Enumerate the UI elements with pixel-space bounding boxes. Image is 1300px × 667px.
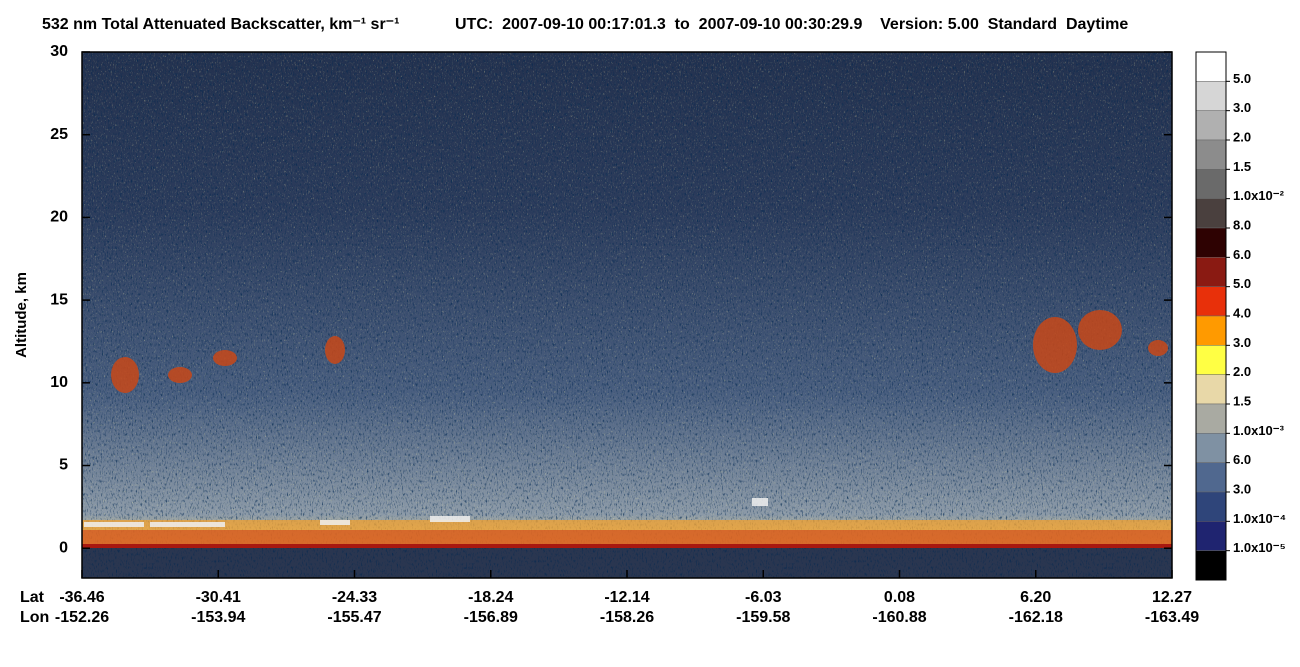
colorbar-swatch: [1195, 198, 1227, 229]
y-tick-label: 0: [59, 539, 68, 556]
colorbar-swatch: [1195, 521, 1227, 551]
colorbar-swatch: [1195, 462, 1227, 493]
colorbar-tick-label: 2.0: [1233, 129, 1251, 144]
colorbar-tick-label: 1.5: [1233, 159, 1251, 174]
x-tick-label-lon: -152.26: [55, 609, 109, 626]
colorbar-tick-label: 4.0: [1233, 305, 1251, 320]
x-tick-label-lat: -18.24: [468, 589, 513, 606]
colorbar-swatch: [1195, 51, 1227, 82]
x-tick-label-lon: -162.18: [1009, 609, 1063, 626]
colorbar-tick-label: 6.0: [1233, 247, 1251, 262]
x-tick-label-lon: -163.49: [1145, 609, 1199, 626]
colorbar-swatch: [1195, 403, 1227, 434]
x-tick-label-lat: 0.08: [884, 589, 915, 606]
y-tick-label: 10: [50, 374, 68, 391]
colorbar: 5.0 3.0 2.0 1.5 1.0x10⁻² 8.0 6.0 5.0 4.0 3.0 2.0 1.…: [1195, 51, 1286, 581]
colorbar-tick-label: 5.0: [1233, 276, 1251, 291]
colorbar-swatch: [1195, 286, 1227, 317]
colorbar-swatch: [1195, 227, 1227, 258]
x-tick-label-lat: 6.20: [1020, 589, 1051, 606]
x-tick-label-lat: -24.33: [332, 589, 377, 606]
colorbar-swatch: [1195, 169, 1227, 199]
colorbar-tick-label: 5.0: [1233, 71, 1251, 86]
colorbar-tick-label: 6.0: [1233, 452, 1251, 467]
x-row-label: Lat: [20, 589, 45, 606]
colorbar-tick-label: 1.0x10⁻⁵: [1233, 540, 1286, 555]
chart-subtitle: UTC: 2007-09-10 00:17:01.3 to 2007-09-10…: [455, 16, 1128, 33]
x-row-label: Lon: [20, 609, 49, 626]
colorbar-swatch: [1195, 110, 1227, 141]
x-tick-label-lat: 12.27: [1152, 589, 1192, 606]
y-axis-label: Altitude, km: [13, 272, 30, 358]
colorbar-tick-label: 8.0: [1233, 217, 1251, 232]
chart-title: 532 nm Total Attenuated Backscatter, km⁻…: [42, 16, 399, 33]
colorbar-swatch: [1195, 491, 1227, 522]
colorbar-swatch: [1195, 315, 1227, 346]
y-tick-label: 25: [50, 126, 68, 143]
x-tick-label-lat: -12.14: [604, 589, 649, 606]
colorbar-swatch: [1195, 345, 1227, 375]
colorbar-swatch: [1195, 257, 1227, 287]
colorbar-tick-label: 1.0x10⁻³: [1233, 423, 1285, 438]
x-tick-label-lon: -158.26: [600, 609, 654, 626]
y-tick-label: 15: [50, 291, 68, 308]
y-tick-label: 20: [50, 209, 68, 226]
x-tick-label-lon: -153.94: [191, 609, 245, 626]
x-tick-label-lat: -36.46: [59, 589, 104, 606]
colorbar-tick-label: 1.0x10⁻²: [1233, 188, 1285, 203]
x-tick-label-lat: -30.41: [196, 589, 241, 606]
colorbar-swatch: [1195, 374, 1227, 405]
x-tick-label-lon: -159.58: [736, 609, 790, 626]
x-tick-label-lon: -155.47: [327, 609, 381, 626]
colorbar-tick-label: 3.0: [1233, 481, 1251, 496]
x-tick-label-lon: -160.88: [872, 609, 926, 626]
y-tick-label: 30: [50, 43, 68, 60]
colorbar-tick-label: 2.0: [1233, 364, 1251, 379]
colorbar-tick-label: 3.0: [1233, 100, 1251, 115]
x-tick-label-lon: -156.89: [464, 609, 518, 626]
colorbar-swatch: [1195, 81, 1227, 111]
colorbar-swatch: [1195, 550, 1227, 581]
colorbar-tick-label: 3.0: [1233, 335, 1251, 350]
colorbar-tick-label: 1.0x10⁻⁴: [1233, 511, 1286, 526]
y-tick-label: 5: [59, 457, 68, 474]
colorbar-swatch: [1195, 433, 1227, 463]
colorbar-tick-label: 1.5: [1233, 393, 1251, 408]
x-tick-label-lat: -6.03: [745, 589, 782, 606]
colorbar-swatch: [1195, 139, 1227, 170]
backscatter-image: [82, 52, 1172, 578]
